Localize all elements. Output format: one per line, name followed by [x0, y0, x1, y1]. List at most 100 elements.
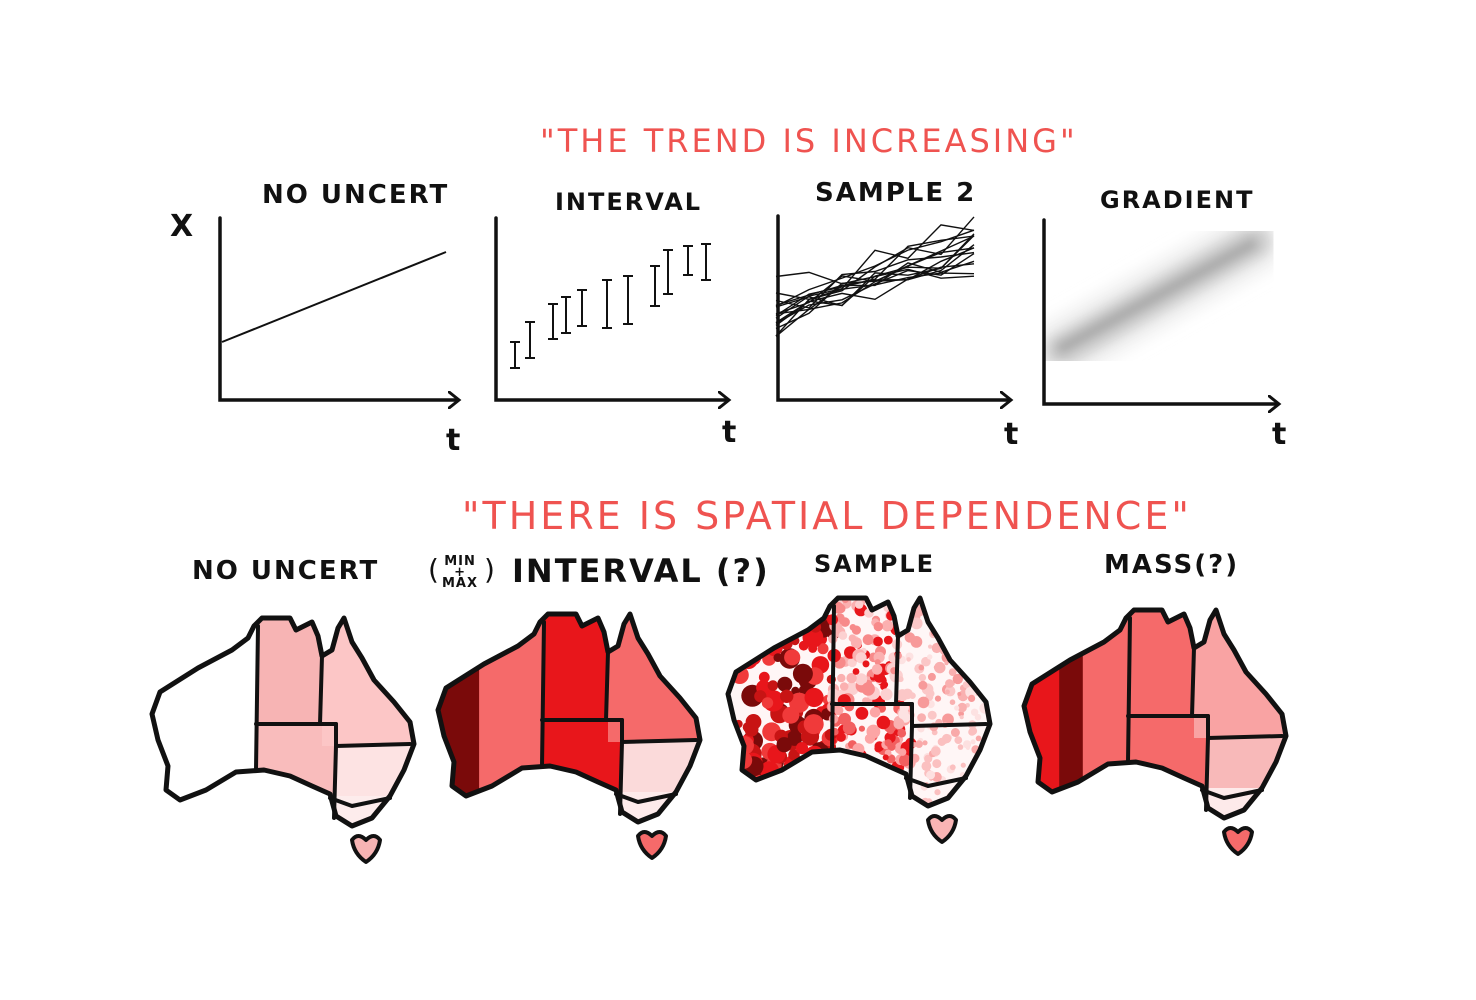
axes: [1042, 218, 1278, 404]
australia-outline: [1021, 607, 1289, 821]
australia-outline: [725, 595, 993, 809]
sample-dot: [977, 761, 986, 771]
sample-dot: [834, 705, 844, 716]
sample-line: [775, 251, 975, 309]
sample-dot: [918, 680, 928, 690]
title-sample-map: SAMPLE: [814, 550, 936, 578]
sample-dot: [971, 788, 979, 795]
sample-dot: [728, 779, 733, 791]
sample-dot: [728, 748, 737, 769]
sample-dot: [922, 740, 928, 746]
sample-dot: [731, 644, 750, 663]
sample-dot: [745, 714, 762, 730]
sample-dot: [760, 614, 778, 633]
sample-dot: [947, 638, 959, 650]
sample-dot: [981, 616, 990, 627]
gradient-band-core: [1056, 238, 1258, 354]
state-border: [830, 604, 836, 752]
sample-line: [775, 247, 975, 337]
sample-dot: [985, 791, 990, 797]
title-interval-trend: INTERVAL: [555, 188, 703, 216]
sample-dot: [784, 649, 801, 666]
sample-dot: [959, 715, 964, 720]
sample-dot: [776, 737, 792, 753]
sample-dot: [881, 620, 894, 632]
sample-dot: [926, 770, 936, 780]
sample-dot: [855, 673, 868, 686]
sample-dot: [761, 697, 774, 709]
sample-dot: [816, 762, 834, 780]
sample-dot: [955, 613, 963, 622]
sample-dot: [792, 663, 813, 684]
trend-panel-interval: t: [494, 216, 736, 450]
sample-dot: [927, 654, 933, 660]
sample-dot: [973, 649, 982, 658]
sample-dot: [899, 754, 911, 767]
trend-line: [221, 251, 447, 343]
sample-dot: [974, 622, 983, 631]
sample-dot: [949, 764, 956, 771]
sample-dot: [930, 746, 941, 756]
sample-dot: [952, 673, 963, 685]
sample-dot: [927, 672, 936, 681]
sample-dot: [965, 661, 978, 674]
sample-dot: [788, 749, 800, 761]
sample-dot: [954, 705, 960, 711]
tasmania: [636, 830, 668, 860]
trend-panel-gradient: t: [1034, 214, 1286, 452]
sample-dot: [862, 660, 870, 668]
sample-dot: [777, 676, 793, 692]
sample-dot: [871, 664, 883, 675]
sample-dot: [975, 798, 986, 806]
y-axis-label: X: [170, 209, 193, 244]
sample-dot: [906, 657, 911, 662]
sample-dot: [972, 785, 977, 790]
sample-dot: [968, 694, 976, 703]
plus-label: +: [454, 565, 466, 580]
sample-line: [775, 216, 975, 337]
sample-dot: [973, 776, 982, 785]
sample-dot: [734, 626, 744, 636]
sample-dot: [874, 659, 881, 666]
nt-region: [256, 618, 322, 724]
sample-dot: [853, 640, 862, 649]
sample-dot: [876, 715, 891, 730]
sample-dot: [970, 708, 979, 716]
sample-lines: [775, 216, 975, 337]
sample-dot: [839, 682, 849, 691]
sample-line: [775, 235, 975, 315]
sample-dot: [985, 752, 990, 760]
sample-dot: [898, 748, 907, 756]
sample-dot: [982, 657, 990, 665]
map-interval: [435, 611, 703, 860]
map-mass: [1021, 607, 1289, 856]
sample-line: [775, 229, 975, 307]
sample-dot: [927, 710, 937, 720]
x-axis-label: t: [1272, 417, 1286, 452]
state-border: [894, 634, 900, 706]
sample-dot: [974, 713, 982, 721]
sample-dot: [974, 608, 985, 619]
sample-dot: [940, 611, 948, 620]
sample-dot: [846, 672, 857, 684]
sample-dot: [733, 630, 742, 639]
sample-dot: [980, 783, 985, 789]
sample-dot: [968, 726, 978, 736]
sample-dot: [817, 643, 829, 655]
sample-dot: [866, 724, 881, 739]
nt-region: [542, 614, 608, 720]
sample-dot: [975, 669, 981, 675]
sample-dot: [845, 681, 859, 696]
sample-dot: [782, 706, 800, 724]
sample-dot: [860, 764, 869, 774]
sample-dot: [917, 696, 930, 709]
sample-dot: [948, 668, 957, 676]
title-sample-trend: SAMPLE 2: [815, 178, 977, 208]
sample-dot: [918, 673, 927, 682]
sample-dot: [980, 629, 990, 640]
sample-dot: [985, 630, 990, 637]
sample-dot: [985, 628, 990, 637]
sample-dot: [957, 702, 967, 713]
sample-dot: [804, 687, 824, 708]
x-axis-label: t: [446, 423, 460, 458]
